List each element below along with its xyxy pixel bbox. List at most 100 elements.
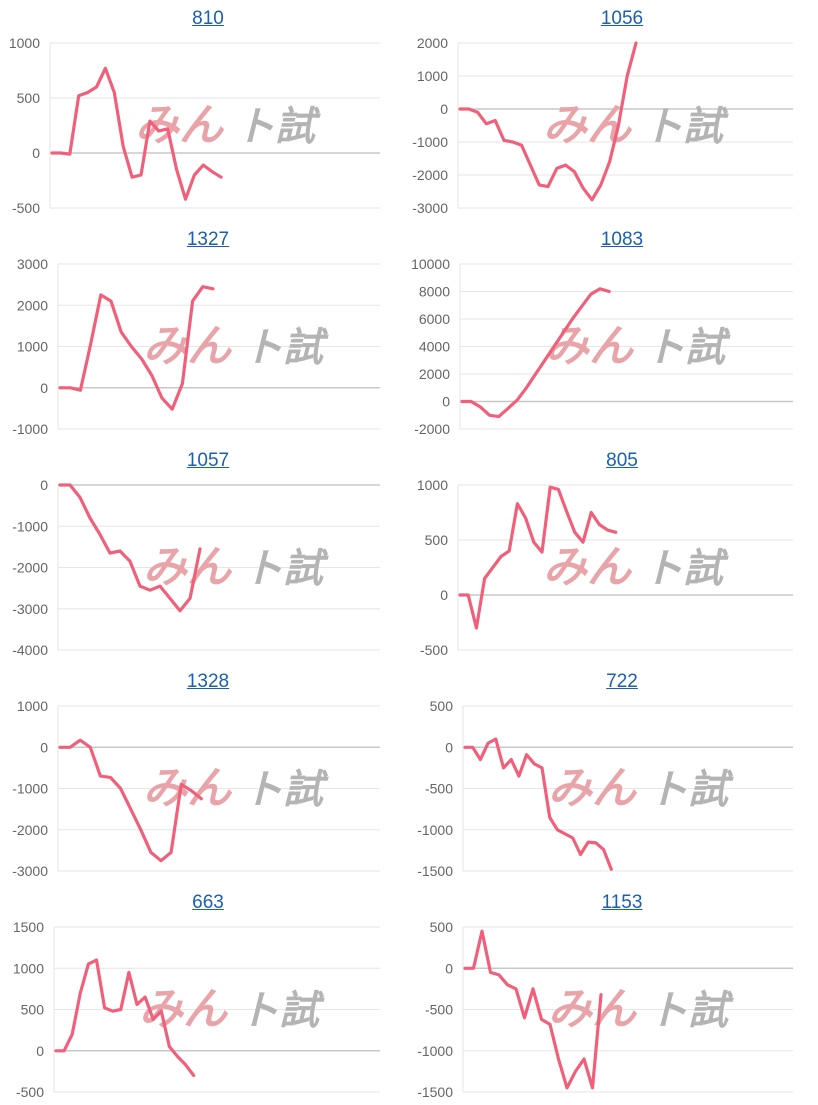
y-tick-label: -4000 [12, 642, 48, 658]
y-tick-label: 0 [440, 587, 448, 603]
watermark-text-red: みん [545, 321, 635, 372]
y-tick-label: -500 [425, 781, 453, 797]
line-chart: 10000 8000 6000 4000 2000 0 -2000 みん ト試 [411, 256, 793, 437]
chart-panel-1056: 1056 2000 1000 0 -1000 -2000 -3000 みん ト試 [409, 0, 818, 221]
chart-panel-1327: 1327 3000 2000 1000 0 -1000 みん ト試 [0, 221, 409, 442]
series-line [463, 737, 613, 871]
watermark-text-red: みん [548, 984, 638, 1035]
line-chart: 2000 1000 0 -1000 -2000 -3000 みん ト試 [412, 35, 793, 216]
y-tick-label: -1000 [412, 134, 448, 150]
watermark-text-gray: ト試 [645, 325, 731, 371]
series-line [50, 66, 223, 201]
watermark-logo: みん ト試 [543, 542, 729, 593]
chart-title-link[interactable]: 722 [606, 671, 638, 692]
watermark-text-gray: ト試 [648, 988, 734, 1034]
chart-title-link[interactable]: 1083 [600, 229, 644, 250]
series-line [458, 41, 638, 202]
chart-title-link[interactable]: 1056 [600, 8, 644, 29]
y-tick-label: 500 [425, 532, 449, 548]
watermark-logo: みん ト試 [143, 542, 329, 593]
y-tick-label: -3000 [12, 863, 48, 879]
chart-title-link[interactable]: 1153 [601, 892, 643, 913]
watermark-text-red: みん [143, 542, 233, 593]
y-tick-label: -500 [16, 1084, 44, 1100]
y-tick-label: -2000 [12, 822, 48, 838]
y-tick-label: 4000 [419, 339, 450, 355]
y-tick-label: 1000 [417, 68, 448, 84]
y-tick-label: 1000 [13, 960, 44, 976]
y-tick-label: -2000 [12, 560, 48, 576]
chart-title-link[interactable]: 1328 [186, 671, 230, 692]
y-tick-label: -1000 [12, 421, 48, 437]
y-tick-label: 1500 [13, 919, 44, 935]
y-tick-label: 1000 [417, 477, 448, 493]
watermark-text-gray: ト試 [235, 104, 321, 150]
watermark-text-red: みん [548, 763, 638, 814]
series-line [58, 483, 202, 613]
chart-panel-805: 805 1000 500 0 -500 みん ト試 [409, 442, 818, 663]
chart-title-link[interactable]: 805 [606, 450, 638, 471]
series-line [463, 929, 603, 1090]
y-tick-label: 500 [21, 1002, 45, 1018]
y-tick-label: -2000 [414, 421, 450, 437]
y-tick-label: 0 [40, 739, 48, 755]
y-tick-label: -500 [420, 642, 448, 658]
y-tick-label: 1000 [9, 35, 40, 51]
watermark-text-gray: ト試 [243, 325, 329, 371]
watermark-logo: みん ト試 [545, 321, 731, 372]
series-line [58, 738, 203, 863]
y-tick-label: 3000 [17, 256, 48, 272]
y-tick-label: 500 [430, 919, 454, 935]
y-tick-label: 0 [40, 477, 48, 493]
line-chart: 1000 500 0 -500 みん ト試 [9, 35, 380, 216]
line-chart: 1500 1000 500 0 -500 みん ト試 [13, 919, 380, 1100]
y-tick-label: -2000 [412, 167, 448, 183]
chart-title-link[interactable]: 1057 [186, 450, 230, 471]
chart-panel-1057: 1057 0 -1000 -2000 -3000 -4000 みん ト試 [0, 442, 409, 663]
line-chart: 500 0 -500 -1000 -1500 みん ト試 [417, 919, 793, 1100]
y-tick-label: 6000 [419, 311, 450, 327]
watermark-logo: みん ト試 [543, 100, 729, 151]
y-tick-label: 0 [40, 380, 48, 396]
chart-title-link[interactable]: 810 [192, 8, 224, 29]
y-tick-label: 0 [36, 1043, 44, 1059]
line-chart: 0 -1000 -2000 -3000 -4000 みん ト試 [12, 477, 380, 658]
watermark-logo: みん ト試 [548, 984, 734, 1035]
chart-panel-810: 810 1000 500 0 -500 みん ト試 [0, 0, 409, 221]
chart-title-link[interactable]: 1327 [186, 229, 230, 250]
y-tick-label: 2000 [17, 297, 48, 313]
series-line [54, 958, 196, 1078]
chart-panel-722: 722 500 0 -500 -1000 -1500 みん ト試 [409, 663, 818, 884]
watermark-text-red: みん [139, 984, 229, 1035]
y-tick-label: 2000 [419, 366, 450, 382]
series-line [58, 285, 215, 411]
y-tick-label: 0 [445, 739, 453, 755]
y-tick-label: 0 [445, 960, 453, 976]
y-tick-label: -1500 [417, 863, 453, 879]
y-tick-label: -1000 [417, 822, 453, 838]
chart-panel-1328: 1328 1000 0 -1000 -2000 -3000 みん ト試 [0, 663, 409, 884]
chart-panel-1153: 1153 500 0 -500 -1000 -1500 みん ト試 [409, 884, 818, 1105]
y-tick-label: 8000 [419, 284, 450, 300]
watermark-text-gray: ト試 [648, 767, 734, 813]
watermark-text-gray: ト試 [643, 104, 729, 150]
y-tick-label: -500 [425, 1002, 453, 1018]
watermark-logo: みん ト試 [135, 100, 321, 151]
y-tick-label: 500 [430, 698, 454, 714]
watermark-logo: みん ト試 [139, 984, 325, 1035]
y-tick-label: -1000 [417, 1043, 453, 1059]
y-tick-label: 0 [440, 101, 448, 117]
y-tick-label: 500 [17, 90, 41, 106]
series-line [460, 287, 611, 419]
watermark-text-gray: ト試 [243, 767, 329, 813]
y-tick-label: -1000 [12, 518, 48, 534]
y-tick-label: 1000 [17, 339, 48, 355]
y-tick-label: 0 [442, 394, 450, 410]
watermark-text-gray: ト試 [239, 988, 325, 1034]
chart-title-link[interactable]: 663 [192, 892, 224, 913]
y-tick-label: -3000 [12, 601, 48, 617]
watermark-text-red: みん [543, 542, 633, 593]
line-chart: 1000 500 0 -500 みん ト試 [417, 477, 793, 658]
